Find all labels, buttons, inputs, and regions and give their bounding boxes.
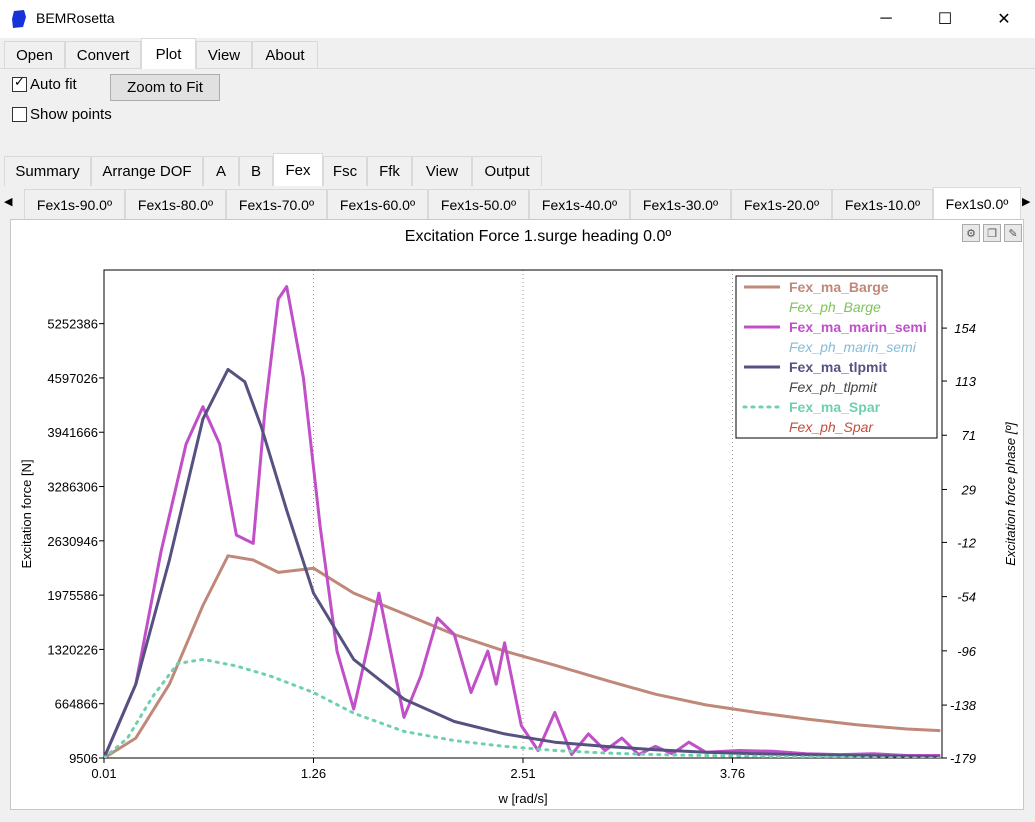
auto-fit-checkbox[interactable]: ✓ Auto fit bbox=[12, 74, 77, 93]
window-title: BEMRosetta bbox=[36, 10, 115, 26]
tab-fsc[interactable]: Fsc bbox=[323, 156, 367, 186]
x-tick-label: 0.01 bbox=[91, 766, 116, 781]
legend-entry: Fex_ph_tlpmit bbox=[789, 379, 878, 395]
tab-arrange-dof[interactable]: Arrange DOF bbox=[91, 156, 203, 186]
legend-entry: Fex_ma_Spar bbox=[789, 399, 881, 415]
close-button[interactable]: ✕ bbox=[997, 11, 1011, 28]
y2-tick-label: 113 bbox=[955, 374, 976, 389]
y-tick-label: 1975586 bbox=[47, 588, 98, 603]
legend-entry: Fex_ph_marin_semi bbox=[789, 339, 917, 355]
y2-tick-label: -96 bbox=[957, 644, 977, 659]
y-axis-label: Excitation force [N] bbox=[19, 459, 34, 568]
y2-tick-label: 71 bbox=[962, 428, 976, 443]
legend-entry: Fex_ma_Barge bbox=[789, 279, 889, 295]
y-tick-label: 3286306 bbox=[47, 480, 98, 495]
heading-tab-bar: ◀ Fex1s-90.0º Fex1s-80.0º Fex1s-70.0º Fe… bbox=[0, 187, 1035, 219]
y-tick-label: 3941666 bbox=[47, 425, 98, 440]
export-image-icon[interactable]: ✎ bbox=[1004, 224, 1022, 242]
tab-heading[interactable]: Fex1s-60.0º bbox=[327, 189, 428, 219]
tab-heading[interactable]: Fex1s-20.0º bbox=[731, 189, 832, 219]
tab-a[interactable]: A bbox=[203, 156, 239, 186]
y-tick-label: 664866 bbox=[55, 697, 98, 712]
copy-icon[interactable]: ❐ bbox=[983, 224, 1001, 242]
y-tick-label: 1320226 bbox=[47, 642, 98, 657]
y-tick-label: 2630946 bbox=[47, 534, 98, 549]
tab-ffk[interactable]: Ffk bbox=[367, 156, 412, 186]
tab-view[interactable]: View bbox=[196, 41, 252, 68]
zoom-to-fit-button[interactable]: Zoom to Fit bbox=[110, 74, 220, 101]
app-logo-icon bbox=[12, 10, 26, 28]
tab-heading[interactable]: Fex1s-70.0º bbox=[226, 189, 327, 219]
x-tick-label: 3.76 bbox=[720, 766, 745, 781]
y2-axis-label: Excitation force phase [º] bbox=[1003, 422, 1018, 566]
y-tick-label: 5252386 bbox=[47, 317, 98, 332]
legend-box bbox=[735, 275, 938, 439]
tab-heading[interactable]: Fex1s-10.0º bbox=[832, 189, 933, 219]
y2-tick-label: -138 bbox=[950, 698, 977, 713]
show-points-label: Show points bbox=[30, 106, 112, 123]
legend-entry: Fex_ma_tlpmit bbox=[789, 359, 887, 375]
y2-tick-label: -12 bbox=[957, 535, 977, 550]
plot-border bbox=[103, 269, 943, 759]
y2-tick-label: -179 bbox=[950, 751, 976, 766]
maximize-button[interactable]: ☐ bbox=[937, 11, 953, 28]
tab-fex[interactable]: Fex bbox=[273, 153, 323, 186]
tab-heading[interactable]: Fex1s-50.0º bbox=[428, 189, 529, 219]
tab-convert[interactable]: Convert bbox=[65, 41, 141, 68]
tab-output[interactable]: Output bbox=[472, 156, 542, 186]
show-points-check-box[interactable] bbox=[12, 107, 27, 122]
tab-about[interactable]: About bbox=[252, 41, 318, 68]
y-tick-label: 9506 bbox=[69, 751, 98, 766]
y2-tick-label: 154 bbox=[954, 321, 976, 336]
coefficient-tab-bar: Summary Arrange DOF A B Fex Fsc Ffk View… bbox=[0, 153, 1035, 186]
legend-entry: Fex_ma_marin_semi bbox=[789, 319, 927, 335]
check-mark-icon: ✓ bbox=[14, 74, 25, 89]
plot-options-panel bbox=[0, 68, 1035, 159]
minimize-button[interactable]: ─ bbox=[880, 10, 892, 27]
tab-b[interactable]: B bbox=[239, 156, 273, 186]
main-tab-bar: Open Convert Plot View About bbox=[0, 38, 1035, 69]
series-line-Fex_ma_marin_semi bbox=[104, 285, 941, 758]
x-axis-label: w [rad/s] bbox=[497, 791, 547, 806]
legend-entry: Fex_ph_Barge bbox=[789, 299, 881, 315]
tab-heading[interactable]: Fex1s-90.0º bbox=[24, 189, 125, 219]
auto-fit-check-box[interactable]: ✓ bbox=[12, 74, 27, 92]
tab-summary[interactable]: Summary bbox=[4, 156, 91, 186]
chart-title: Excitation Force 1.surge heading 0.0º bbox=[405, 228, 672, 245]
y-tick-label: 4597026 bbox=[47, 371, 98, 386]
title-bar: BEMRosetta ─ ☐ ✕ bbox=[0, 0, 1035, 38]
y2-tick-label: -54 bbox=[957, 590, 976, 605]
y2-tick-label: 29 bbox=[961, 482, 976, 497]
show-points-checkbox[interactable]: Show points bbox=[12, 106, 112, 123]
x-tick-label: 1.26 bbox=[301, 766, 326, 781]
tab-heading-active[interactable]: Fex1s0.0º bbox=[933, 187, 1021, 219]
tab-heading[interactable]: Fex1s-30.0º bbox=[630, 189, 731, 219]
x-tick-label: 2.51 bbox=[510, 766, 535, 781]
series-line-Fex_ma_Spar bbox=[104, 657, 942, 758]
settings-gear-icon[interactable]: ⚙ bbox=[962, 224, 980, 242]
tab-plot[interactable]: Plot bbox=[141, 38, 196, 69]
tab-heading[interactable]: Fex1s-80.0º bbox=[125, 189, 226, 219]
legend-entry: Fex_ph_Spar bbox=[789, 419, 874, 435]
series-line-Fex_ma_tlpmit bbox=[104, 367, 941, 758]
scroll-right-icon[interactable]: ▶ bbox=[1022, 196, 1031, 208]
tab-heading[interactable]: Fex1s-40.0º bbox=[529, 189, 630, 219]
auto-fit-label: Auto fit bbox=[30, 76, 77, 93]
tab-view-2[interactable]: View bbox=[412, 156, 472, 186]
tab-open[interactable]: Open bbox=[4, 41, 65, 68]
scroll-left-icon[interactable]: ◀ bbox=[4, 196, 13, 208]
